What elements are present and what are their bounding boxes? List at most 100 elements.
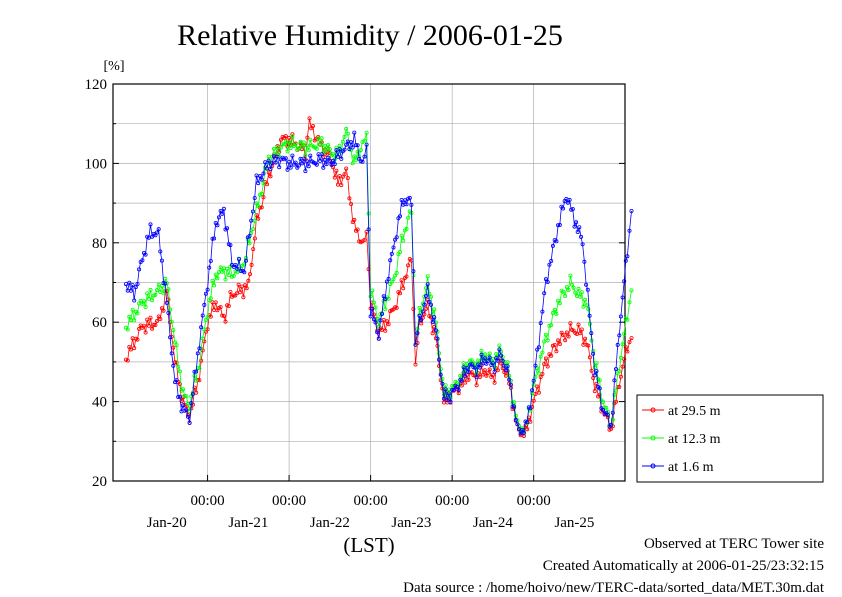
data-point: [455, 380, 460, 385]
data-point: [304, 143, 309, 148]
series-line-1: [125, 127, 632, 434]
data-point: [225, 226, 230, 231]
data-point: [567, 197, 572, 202]
data-point: [268, 166, 273, 171]
data-point: [371, 300, 376, 305]
footer-source: Data source : /home/hoivo/new/TERC-data/…: [403, 580, 824, 596]
data-point: [538, 354, 543, 359]
data-point: [261, 171, 266, 176]
data-point: [257, 173, 262, 178]
data-point: [547, 262, 552, 267]
data-point: [579, 327, 584, 332]
data-point: [226, 273, 231, 278]
data-point: [158, 249, 163, 254]
data-point: [440, 381, 445, 386]
data-point: [446, 391, 451, 396]
data-point: [574, 220, 579, 225]
data-point: [148, 315, 153, 320]
data-point: [450, 387, 455, 392]
data-point: [591, 351, 596, 356]
data-point: [242, 270, 247, 275]
data-point: [391, 277, 396, 282]
data-point: [154, 318, 159, 323]
data-point: [587, 313, 592, 318]
data-point: [538, 321, 543, 326]
data-point: [474, 375, 479, 380]
data-point: [472, 365, 477, 370]
data-point: [268, 174, 273, 179]
data-point: [135, 311, 140, 316]
data-point: [141, 323, 146, 328]
data-point: [561, 332, 566, 337]
data-point: [283, 134, 288, 139]
data-point: [466, 377, 471, 382]
data-point: [438, 367, 443, 372]
data-point: [573, 290, 578, 295]
data-point: [578, 331, 583, 336]
data-point: [146, 323, 151, 328]
data-point: [623, 345, 628, 350]
data-point: [589, 331, 594, 336]
data-point: [135, 337, 140, 342]
data-point: [466, 369, 471, 374]
data-point: [140, 301, 145, 306]
data-point: [397, 291, 402, 296]
data-point: [586, 307, 591, 312]
data-point: [615, 342, 620, 347]
data-point: [468, 362, 473, 367]
data-point: [443, 387, 448, 392]
data-point: [154, 288, 159, 293]
data-point: [622, 331, 627, 336]
data-point: [545, 338, 550, 343]
data-point: [505, 360, 510, 365]
data-point: [364, 142, 369, 147]
data-point: [597, 378, 602, 383]
data-point: [150, 298, 155, 303]
data-point: [557, 222, 562, 227]
data-point: [301, 156, 306, 161]
data-point: [324, 148, 329, 153]
data-point: [370, 288, 375, 293]
data-point: [366, 227, 371, 232]
data-point: [379, 311, 384, 316]
data-point: [554, 349, 559, 354]
data-point: [331, 158, 336, 163]
data-point: [545, 279, 550, 284]
data-point: [620, 364, 625, 369]
data-point: [525, 420, 530, 425]
data-point: [225, 266, 230, 271]
data-point: [213, 300, 218, 305]
data-point: [542, 291, 547, 296]
data-point: [497, 343, 502, 348]
data-point: [430, 331, 435, 336]
data-point: [305, 135, 310, 140]
data-point: [221, 313, 226, 318]
data-point: [430, 320, 435, 325]
data-point: [445, 398, 450, 403]
data-point: [128, 347, 133, 352]
data-point: [252, 236, 257, 241]
data-point: [404, 226, 409, 231]
data-point: [355, 149, 360, 154]
data-point: [290, 153, 295, 158]
data-point: [161, 308, 166, 313]
data-point: [406, 263, 411, 268]
data-point: [411, 269, 416, 274]
data-point: [137, 326, 142, 331]
data-point: [601, 399, 606, 404]
data-point: [629, 336, 634, 341]
data-point: [432, 307, 437, 312]
data-point: [582, 259, 587, 264]
data-point: [261, 181, 266, 186]
data-point: [210, 236, 215, 241]
data-point: [556, 338, 561, 343]
data-point: [579, 290, 584, 295]
legend-swatch-marker: [650, 407, 656, 413]
data-point: [166, 287, 171, 292]
data-point: [344, 142, 349, 147]
data-point: [620, 295, 625, 300]
data-point: [261, 195, 266, 200]
data-point: [308, 137, 313, 142]
data-point: [505, 364, 510, 369]
data-point: [156, 227, 161, 232]
